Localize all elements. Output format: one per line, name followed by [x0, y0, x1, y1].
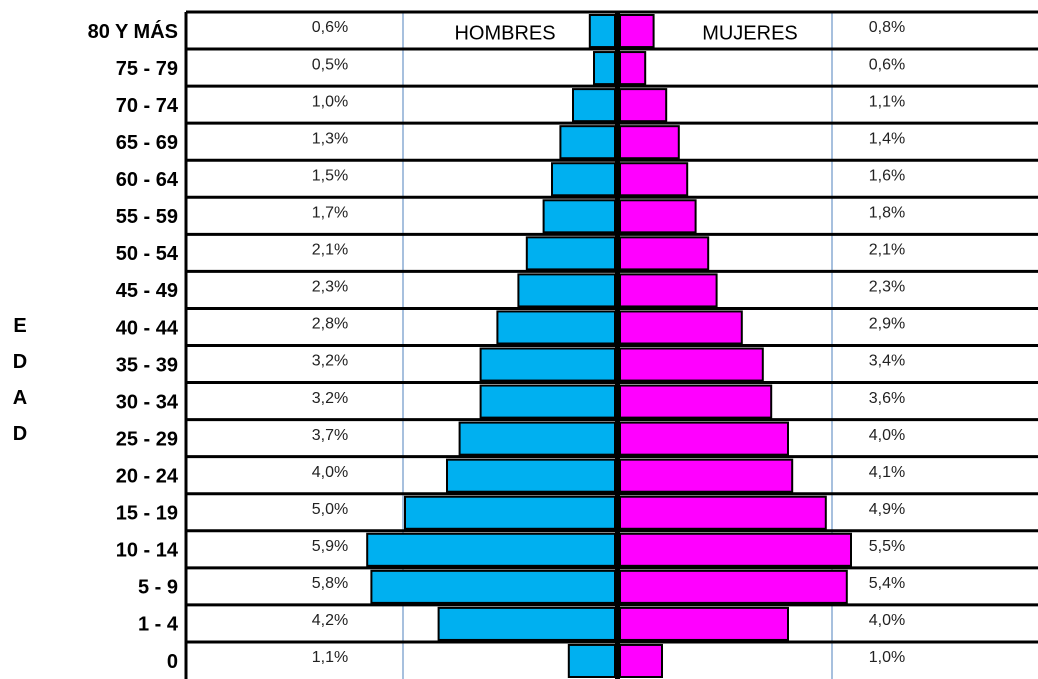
category-label: 15 - 19 — [116, 503, 178, 525]
value-label: 3,2% — [312, 390, 348, 407]
value-label: 5,8% — [312, 575, 348, 592]
bar — [437, 606, 616, 641]
bar — [619, 532, 852, 567]
bar — [496, 310, 616, 345]
bar — [619, 125, 680, 160]
bar — [619, 199, 697, 234]
category-label: 20 - 24 — [116, 465, 179, 487]
bar — [619, 569, 848, 604]
category-label: 35 - 39 — [116, 354, 178, 376]
value-label: 5,9% — [312, 538, 348, 555]
category-label: 40 - 44 — [116, 317, 179, 339]
category-label: 0 — [167, 651, 178, 673]
bar — [619, 643, 663, 679]
bar — [446, 458, 616, 493]
value-label: 2,3% — [869, 279, 905, 296]
category-label: 30 - 34 — [116, 391, 179, 413]
value-label: 4,0% — [312, 464, 348, 481]
category-label: 65 - 69 — [116, 132, 178, 154]
bar — [619, 347, 764, 382]
value-label: 4,2% — [312, 612, 348, 629]
category-label: 25 - 29 — [116, 428, 178, 450]
bar — [517, 273, 617, 308]
bar — [619, 384, 773, 419]
value-label: 2,8% — [312, 316, 348, 333]
category-label: 80 Y MÁS — [88, 20, 178, 43]
bar — [525, 236, 616, 271]
value-label: 5,4% — [869, 575, 905, 592]
value-label: 2,1% — [869, 242, 905, 259]
bar — [588, 14, 616, 49]
value-label: 0,5% — [312, 56, 348, 73]
value-label: 1,1% — [869, 93, 905, 110]
category-label: 1 - 4 — [138, 614, 179, 636]
value-label: 3,7% — [312, 427, 348, 444]
value-label: 4,0% — [869, 612, 905, 629]
bar — [572, 88, 616, 123]
y-axis-label: EDAD — [12, 315, 28, 445]
value-label: 1,1% — [312, 649, 348, 666]
bar — [619, 236, 710, 271]
value-label: 1,8% — [869, 204, 905, 221]
bar — [458, 421, 616, 456]
bar — [619, 310, 743, 345]
value-label: 1,0% — [312, 93, 348, 110]
legend-label: MUJERES — [702, 22, 798, 44]
bar — [542, 199, 616, 234]
bar — [619, 458, 794, 493]
value-label: 1,6% — [869, 167, 905, 184]
value-label: 3,6% — [869, 390, 905, 407]
value-label: 5,5% — [869, 538, 905, 555]
value-label: 0,6% — [869, 56, 905, 73]
value-label: 4,1% — [869, 464, 905, 481]
value-label: 3,2% — [312, 353, 348, 370]
bar — [619, 606, 789, 641]
value-label: 1,0% — [869, 649, 905, 666]
bar — [559, 125, 617, 160]
category-label: 5 - 9 — [138, 577, 178, 599]
value-label: 4,0% — [869, 427, 905, 444]
bar — [593, 51, 616, 86]
bar — [366, 532, 617, 567]
bar — [619, 88, 668, 123]
category-label: 75 - 79 — [116, 58, 178, 80]
bar — [404, 495, 616, 530]
bar — [619, 162, 689, 197]
value-label: 1,5% — [312, 167, 348, 184]
value-label: 2,9% — [869, 316, 905, 333]
value-label: 3,4% — [869, 353, 905, 370]
value-label: 4,9% — [869, 501, 905, 518]
bar — [567, 643, 616, 679]
bar — [479, 347, 616, 382]
bar — [619, 51, 647, 86]
category-label: 60 - 64 — [116, 169, 179, 191]
value-label: 2,1% — [312, 242, 348, 259]
value-label: 0,6% — [312, 19, 348, 36]
value-label: 1,4% — [869, 130, 905, 147]
category-label: 50 - 54 — [116, 243, 179, 265]
value-label: 1,3% — [312, 130, 348, 147]
category-label: 10 - 14 — [116, 540, 179, 562]
value-label: 2,3% — [312, 279, 348, 296]
bar — [479, 384, 616, 419]
legend-label: HOMBRES — [454, 22, 555, 44]
category-label: 70 - 74 — [116, 95, 179, 117]
bar — [619, 273, 718, 308]
bar — [551, 162, 616, 197]
category-label: 55 - 59 — [116, 206, 178, 228]
category-label: 45 - 49 — [116, 280, 178, 302]
bar — [619, 14, 655, 49]
bar — [619, 495, 827, 530]
value-label: 5,0% — [312, 501, 348, 518]
bar — [370, 569, 616, 604]
value-label: 1,7% — [312, 204, 348, 221]
value-label: 0,8% — [869, 19, 905, 36]
bar — [619, 421, 789, 456]
